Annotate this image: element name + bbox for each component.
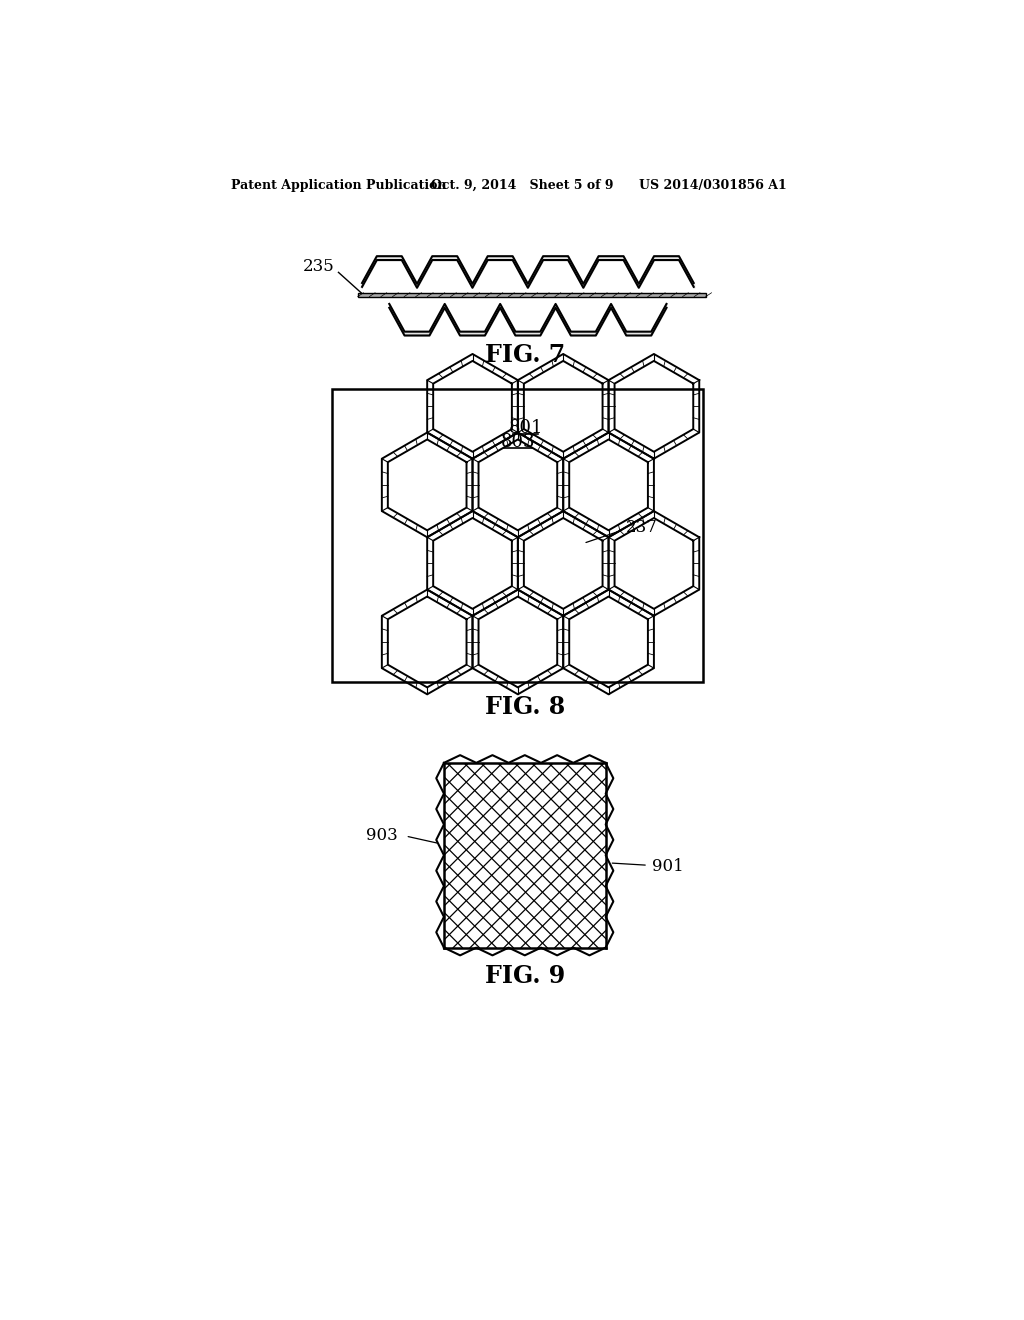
Text: 803: 803 [501, 433, 536, 450]
Text: FIG. 7: FIG. 7 [484, 343, 565, 367]
Text: FIG. 9: FIG. 9 [484, 964, 565, 989]
Text: Patent Application Publication: Patent Application Publication [230, 178, 446, 191]
Text: 801: 801 [508, 418, 543, 437]
Text: US 2014/0301856 A1: US 2014/0301856 A1 [639, 178, 786, 191]
Text: 235: 235 [303, 257, 335, 275]
Text: 237: 237 [626, 520, 657, 536]
Text: 901: 901 [652, 858, 684, 875]
Text: FIG. 8: FIG. 8 [484, 694, 565, 718]
Bar [357, 293, 706, 297]
Text: 903: 903 [366, 828, 397, 845]
Bar [333, 389, 703, 682]
Text: Oct. 9, 2014   Sheet 5 of 9: Oct. 9, 2014 Sheet 5 of 9 [431, 178, 613, 191]
